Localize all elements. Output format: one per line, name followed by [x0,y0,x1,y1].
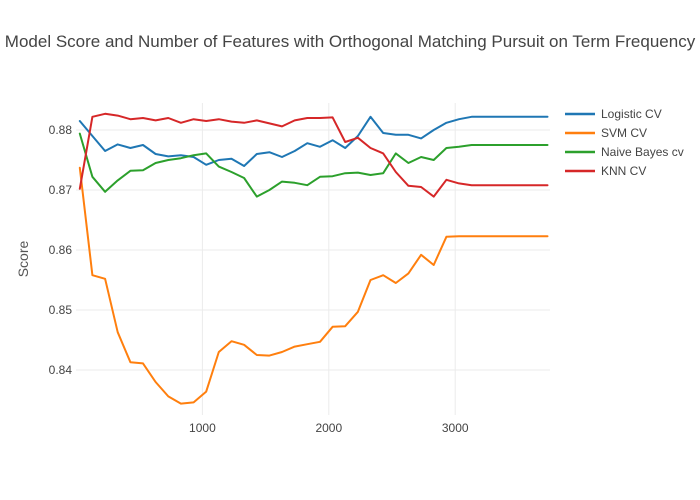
y-tick-label: 0.87 [49,183,73,197]
y-tick-label: 0.88 [49,123,73,137]
x-tick-label: 3000 [442,421,469,435]
series-line-svm-cv[interactable] [78,166,549,405]
legend-label-knn-cv: KNN CV [601,164,646,178]
x-tick-label: 2000 [315,421,342,435]
x-tick-label: 1000 [189,421,216,435]
series-line-naive-bayes-cv[interactable] [78,132,549,198]
y-tick-label: 0.84 [49,363,73,377]
series-line-logistic-cv[interactable] [78,115,549,167]
series-line-knn-cv[interactable] [78,112,549,198]
legend-item-logistic-cv[interactable]: Logistic CV [565,107,662,121]
legend-item-knn-cv[interactable]: KNN CV [565,164,646,178]
y-axis-title: Score [15,241,31,278]
chart-title: Model Score and Number of Features with … [4,32,696,51]
legend-label-logistic-cv: Logistic CV [601,107,662,121]
legend-label-naive-bayes-cv: Naive Bayes cv [601,145,684,159]
legend-label-svm-cv: SVM CV [601,126,647,140]
y-tick-label: 0.86 [49,243,73,257]
y-tick-label: 0.85 [49,303,73,317]
legend-item-naive-bayes-cv[interactable]: Naive Bayes cv [565,145,684,159]
legend-item-svm-cv[interactable]: SVM CV [565,126,647,140]
